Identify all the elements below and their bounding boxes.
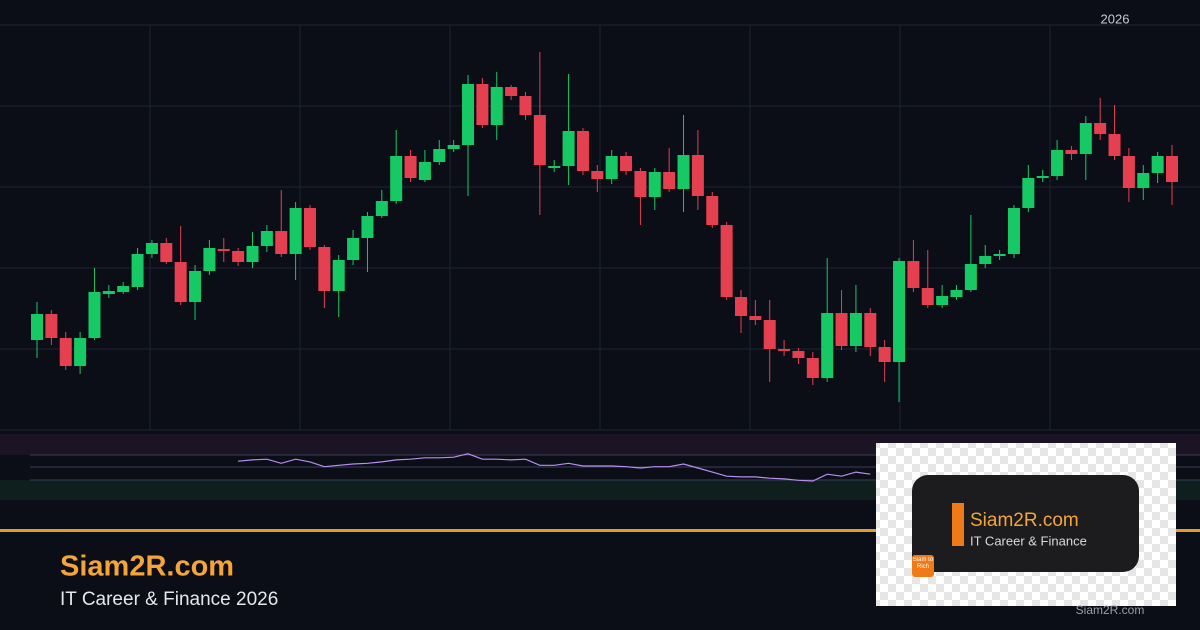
candle-body: [720, 225, 733, 297]
candle-body: [605, 156, 618, 179]
candle-body: [117, 286, 130, 292]
candle-body: [1079, 123, 1092, 154]
candle-body: [1022, 178, 1035, 208]
candle-body: [821, 313, 834, 378]
candle-body: [864, 313, 877, 347]
candle-body: [936, 296, 949, 305]
candle-body: [849, 313, 862, 346]
candle-body: [993, 254, 1006, 256]
candle-body: [418, 162, 431, 180]
logo-title: Siam2R.com: [970, 510, 1079, 531]
candle-body: [332, 260, 345, 291]
candle-body: [1007, 208, 1020, 254]
candle-body: [620, 156, 633, 171]
candle-body: [562, 131, 575, 166]
candle-body: [591, 171, 604, 179]
candle-body: [533, 115, 546, 165]
candle-body: [45, 314, 58, 338]
candle-body: [145, 243, 158, 254]
candle-body: [548, 166, 561, 168]
candle-body: [1094, 123, 1107, 134]
candle-body: [792, 351, 805, 358]
candle-body: [835, 313, 848, 346]
candle-body: [361, 216, 374, 238]
candle-body: [131, 254, 144, 287]
grid: [0, 24, 1200, 431]
candle-body: [576, 131, 589, 171]
brand-subtitle: IT Career & Finance 2026: [60, 589, 278, 610]
candle-body: [806, 358, 819, 378]
candle-body: [246, 246, 259, 262]
candle-body: [347, 238, 360, 260]
year-label: 2026: [1101, 11, 1130, 26]
candle-body: [778, 349, 791, 351]
candle-body: [519, 96, 532, 115]
candle-body: [1137, 173, 1150, 188]
candle-body: [1122, 156, 1135, 188]
candle-body: [878, 347, 891, 362]
divider: [0, 529, 1200, 532]
candle-body: [734, 297, 747, 316]
candle-body: [462, 84, 475, 145]
candle-body: [160, 243, 173, 262]
candle-body: [907, 261, 920, 288]
candle-body: [1166, 156, 1178, 182]
candle-body: [203, 248, 216, 271]
candle-body: [979, 256, 992, 264]
watermark: Siam2R.com: [1076, 603, 1145, 617]
candle-body: [59, 338, 72, 366]
candle-body: [217, 249, 230, 251]
brand-title: Siam2R.com: [60, 551, 234, 583]
candle-body: [102, 291, 115, 294]
candle-body: [1036, 176, 1049, 178]
candle-body: [763, 320, 776, 349]
candle-body: [1051, 150, 1064, 176]
candle-body: [1065, 150, 1078, 154]
candle-body: [490, 87, 503, 125]
candle-body: [921, 288, 934, 305]
candle-body: [648, 172, 661, 197]
logo-badge: Siam to Rich: [912, 557, 934, 570]
indicator-line: [238, 453, 871, 482]
candles: [31, 52, 1178, 482]
candle-body: [1108, 134, 1121, 156]
candle-body: [31, 314, 43, 340]
candle-body: [390, 156, 403, 201]
candle-body: [375, 201, 388, 216]
candle-body: [634, 171, 647, 197]
candle-body: [505, 87, 518, 96]
logo: Siam2R.com IT Career & Finance Siam to R…: [876, 443, 1176, 606]
candle-body: [318, 247, 331, 291]
candle-body: [950, 290, 963, 297]
logo-subtitle: IT Career & Finance: [970, 533, 1087, 548]
candle-body: [275, 231, 288, 254]
candle-body: [749, 316, 762, 320]
candle-body: [893, 261, 906, 362]
candle-body: [447, 145, 460, 149]
candle-body: [174, 262, 187, 302]
candle-body: [404, 156, 417, 178]
candle-body: [74, 338, 87, 366]
candle-body: [1151, 156, 1164, 173]
candle-body: [706, 196, 719, 225]
candle-body: [663, 172, 676, 189]
candle-body: [303, 208, 316, 247]
candle-body: [88, 292, 101, 338]
candle-body: [260, 231, 273, 246]
candle-body: [232, 251, 245, 262]
candle-body: [677, 155, 690, 189]
candle-body: [964, 264, 977, 290]
candle-body: [476, 84, 489, 125]
candle-body: [691, 155, 704, 196]
candle-body: [433, 149, 446, 162]
candle-body: [189, 271, 202, 302]
candle-body: [289, 208, 302, 254]
